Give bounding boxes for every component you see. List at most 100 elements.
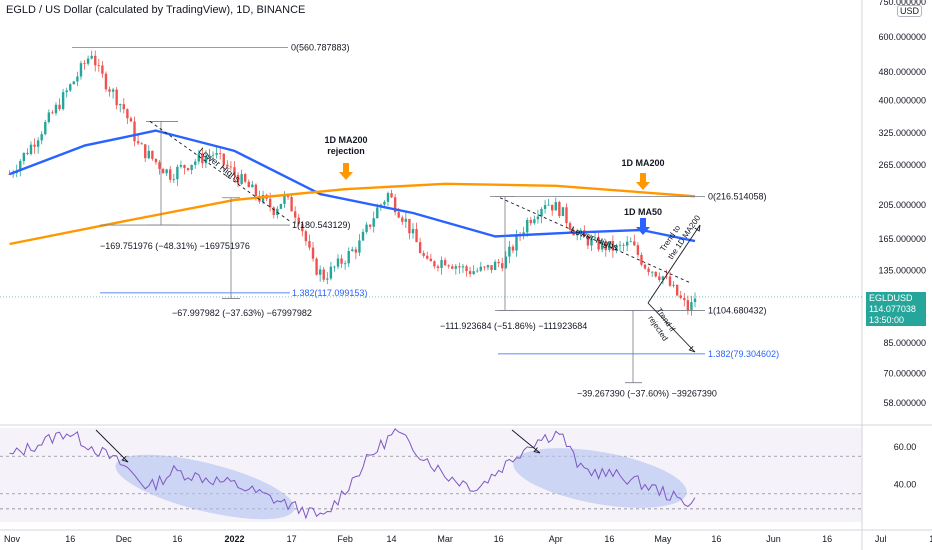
price-axis-tick: 135.000000	[878, 266, 926, 276]
candle-body	[654, 271, 657, 277]
candle-body	[211, 154, 215, 156]
candle-body	[497, 261, 500, 264]
time-axis-tick: 14	[387, 534, 397, 544]
candle-body	[361, 231, 365, 241]
candle-body	[90, 55, 93, 59]
candle-body	[658, 276, 661, 281]
candle-body	[176, 166, 179, 180]
candle-body	[311, 247, 315, 259]
candle-body	[58, 104, 61, 110]
candle-body	[390, 193, 393, 198]
candle-body	[297, 217, 300, 224]
candle-body	[647, 268, 650, 272]
candle-body	[447, 265, 450, 267]
candle-body	[661, 276, 665, 281]
candle-body	[151, 150, 154, 159]
time-axis-tick: 16	[711, 534, 721, 544]
candle-body	[604, 241, 607, 251]
fib-level-label: 1(180.543129)	[292, 220, 351, 230]
candle-body	[679, 295, 682, 298]
price-axis-tick: 205.000000	[878, 200, 926, 210]
candle-body	[351, 249, 354, 252]
candle-body	[197, 153, 200, 162]
rsi-line	[9, 428, 696, 520]
candle-body	[465, 266, 468, 272]
candle-body	[429, 258, 433, 262]
candle-body	[675, 284, 679, 296]
candle-body	[625, 241, 629, 246]
candle-body	[122, 104, 126, 110]
candle-body	[119, 104, 122, 106]
candle-body	[458, 266, 461, 268]
rsi-arrow-1	[95, 429, 129, 463]
candle-body	[201, 153, 204, 164]
rsi-arrow-2	[511, 429, 541, 454]
price-tag-symbol: EGLDUSD	[866, 292, 926, 304]
candle-body	[411, 228, 415, 234]
candle-body	[468, 271, 472, 275]
ma50-marker-arrow-icon	[636, 218, 650, 235]
candle-body	[219, 153, 222, 154]
rsi-axis-tick: 60.00	[894, 442, 917, 452]
candle-body	[172, 179, 175, 180]
rsi-arrow-1-head	[121, 456, 129, 463]
candle-body	[690, 302, 693, 311]
annotation-text: 1D MA200	[621, 158, 664, 168]
candle-body	[461, 266, 465, 268]
candle-body	[511, 246, 515, 251]
price-axis-tick: 600.000000	[878, 32, 926, 42]
fib-level-label: 1(104.680432)	[708, 305, 767, 315]
candle-body	[418, 242, 422, 254]
candle-body	[493, 261, 497, 270]
candle-body	[240, 174, 243, 184]
candle-body	[365, 224, 368, 232]
candle-body	[308, 241, 311, 248]
candle-body	[440, 260, 443, 268]
candle-body	[144, 144, 147, 159]
candle-body	[504, 256, 507, 269]
candle-body	[215, 153, 218, 155]
candle-body	[126, 109, 129, 119]
candle-body	[633, 241, 636, 246]
candle-body	[376, 207, 379, 219]
price-axis-tick: 58.000000	[883, 398, 926, 408]
candle-body	[622, 244, 625, 246]
candle-body	[236, 174, 240, 184]
time-axis-tick: Jun	[766, 534, 781, 544]
candle-body	[515, 234, 518, 251]
candle-body	[61, 92, 65, 110]
candle-body	[51, 112, 54, 114]
candle-body	[501, 263, 504, 269]
candle-body	[94, 55, 97, 66]
candle-body	[372, 218, 375, 227]
candle-body	[551, 204, 554, 211]
candle-body	[304, 231, 308, 242]
candle-body	[279, 203, 283, 209]
candle-body	[683, 297, 686, 301]
candle-body	[283, 194, 286, 204]
candle-body	[568, 223, 572, 230]
candle-body	[472, 271, 475, 275]
candle-body	[226, 164, 229, 167]
candle-body	[386, 193, 390, 202]
currency-button[interactable]: USD	[897, 5, 923, 17]
ma50-line	[9, 129, 696, 243]
candle-body	[19, 161, 22, 171]
candle-body	[22, 152, 26, 162]
candle-body	[611, 241, 615, 251]
candle-body	[272, 207, 275, 216]
candle-body	[668, 276, 672, 286]
candle-body	[672, 284, 675, 286]
candle-body	[222, 153, 225, 165]
candle-body	[44, 122, 47, 135]
price-axis-tick: 85.000000	[883, 338, 926, 348]
rsi-arrow-2-head	[533, 447, 541, 454]
time-axis-tick: May	[654, 534, 672, 544]
candle-body	[208, 155, 211, 157]
candle-body	[529, 219, 532, 224]
measure-label: −67.997982 (−37.63%) −67997982	[172, 308, 312, 318]
time-axis-tick: 16	[494, 534, 504, 544]
candle-body	[161, 168, 165, 174]
candle-body	[565, 207, 568, 224]
